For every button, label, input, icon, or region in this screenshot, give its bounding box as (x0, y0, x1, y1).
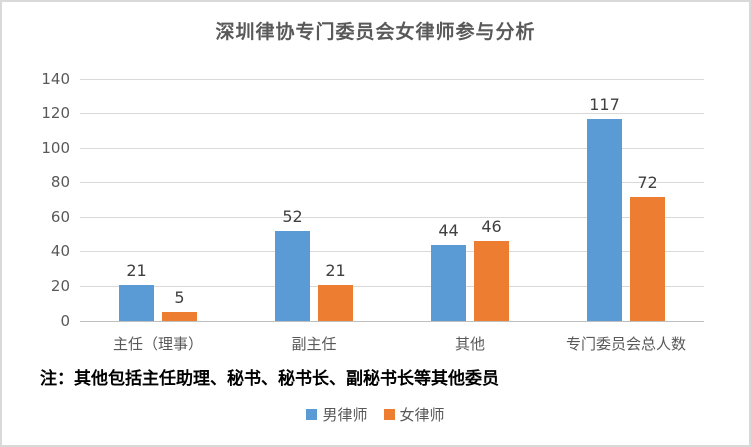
y-axis-tick-label: 140 (41, 69, 70, 88)
y-axis-tick-label: 100 (41, 138, 70, 157)
chart-note: 注：其他包括主任助理、秘书、秘书长、副秘书长等其他委员 (40, 369, 499, 389)
y-axis-tick-label: 120 (41, 104, 70, 123)
bar-male-lawyers (587, 118, 622, 321)
y-axis-tick-label: 40 (50, 242, 70, 261)
legend-swatch-icon (306, 409, 318, 420)
chart-legend: 男律师 女律师 (2, 404, 749, 425)
bar-female-lawyers (162, 312, 197, 321)
gridline (80, 251, 704, 253)
bar-male-lawyers (431, 244, 466, 321)
y-axis-tick-label: 60 (50, 207, 70, 226)
x-axis-category-label: 副主任 (291, 335, 337, 353)
y-axis-tick-label: 20 (50, 276, 70, 295)
bar-female-lawyers (318, 284, 353, 321)
y-axis-tick-label: 80 (50, 173, 70, 192)
y-axis-tick-label: 0 (60, 311, 70, 330)
bar-value-label: 44 (438, 220, 459, 240)
gridline (80, 78, 704, 80)
legend-swatch-icon (383, 409, 395, 420)
bar-value-label: 5 (174, 288, 185, 308)
bar-value-label: 21 (325, 260, 346, 280)
gridline (80, 216, 704, 218)
gridline (80, 285, 704, 287)
legend-item-male-lawyers: 男律师 (306, 404, 368, 425)
bar-female-lawyers (474, 241, 509, 321)
gridline (80, 113, 704, 115)
bar-male-lawyers (119, 284, 154, 321)
chart-title: 深圳律协专门委员会女律师参与分析 (215, 21, 536, 43)
legend-label: 男律师 (322, 406, 368, 424)
x-axis-category-label: 专门委员会总人数 (565, 335, 686, 353)
bar-value-label: 117 (589, 94, 620, 114)
legend-label: 女律师 (399, 406, 445, 424)
bar-value-label: 72 (637, 172, 658, 192)
gridline (80, 147, 704, 149)
bar-male-lawyers (275, 231, 310, 321)
x-axis-category-label: 主任（理事） (112, 335, 203, 353)
x-axis-baseline (80, 320, 704, 322)
x-axis-category-label: 其他 (454, 335, 485, 353)
gridline (80, 182, 704, 184)
bar-value-label: 46 (481, 217, 502, 237)
bar-value-label: 52 (282, 207, 303, 227)
bar-female-lawyers (630, 196, 665, 321)
bar-value-label: 21 (126, 260, 147, 280)
legend-item-female-lawyers: 女律师 (383, 404, 445, 425)
